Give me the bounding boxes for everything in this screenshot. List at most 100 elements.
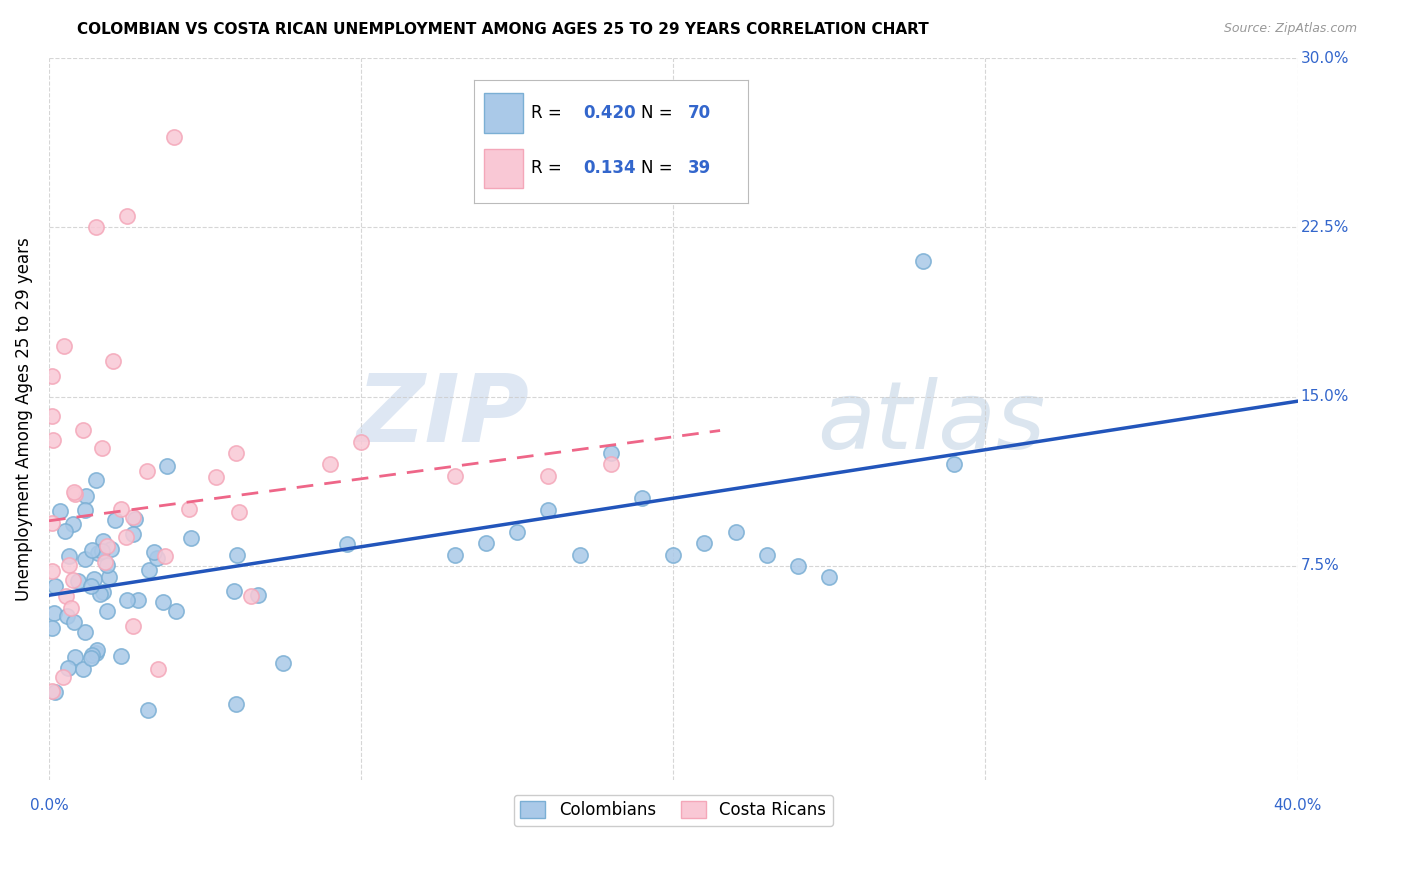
Point: [62, 517, 84, 532]
Point: [599, 446, 621, 460]
Point: [53, 524, 76, 538]
Point: [65, 649, 87, 664]
Point: [319, 458, 342, 472]
Point: [156, 458, 179, 473]
Point: [84, 473, 107, 487]
Point: [350, 434, 373, 449]
Point: [693, 536, 716, 550]
Point: [180, 531, 202, 545]
Point: [122, 509, 145, 524]
Point: [537, 502, 560, 516]
Point: [104, 513, 127, 527]
Point: [818, 570, 841, 584]
Point: [80, 542, 103, 557]
Point: [179, 501, 201, 516]
Point: [53, 339, 76, 353]
Point: [152, 595, 174, 609]
Point: [110, 649, 132, 664]
Point: [787, 558, 810, 573]
Point: [146, 551, 169, 566]
Point: [59, 601, 82, 615]
Point: [84, 646, 107, 660]
Point: [83, 572, 105, 586]
Point: [58, 558, 80, 572]
Point: [58, 549, 80, 564]
Point: [443, 468, 465, 483]
Point: [75, 489, 97, 503]
Text: COLOMBIAN VS COSTA RICAN UNEMPLOYMENT AMONG AGES 25 TO 29 YEARS CORRELATION CHAR: COLOMBIAN VS COSTA RICAN UNEMPLOYMENT AM…: [77, 22, 929, 37]
Point: [98, 569, 121, 583]
Point: [138, 563, 160, 577]
Point: [911, 254, 934, 268]
Point: [73, 625, 96, 640]
Point: [110, 501, 132, 516]
Point: [56, 609, 79, 624]
Point: [72, 423, 94, 437]
Point: [117, 592, 139, 607]
Point: [240, 589, 263, 603]
Point: [75, 502, 97, 516]
Point: [44, 606, 66, 620]
Point: [136, 703, 159, 717]
Point: [84, 220, 107, 235]
Point: [225, 698, 247, 712]
Point: [124, 512, 146, 526]
Point: [41, 368, 63, 383]
Point: [443, 548, 465, 562]
Point: [49, 503, 72, 517]
Point: [89, 586, 111, 600]
Point: [41, 516, 63, 531]
Point: [94, 555, 117, 569]
Text: 0.0%: 0.0%: [30, 798, 69, 814]
Point: [222, 583, 245, 598]
Point: [82, 648, 104, 663]
Point: [41, 409, 63, 424]
Point: [100, 541, 122, 556]
Point: [91, 533, 114, 548]
Point: [121, 526, 143, 541]
Point: [506, 524, 529, 539]
Point: [662, 548, 685, 562]
Point: [56, 661, 79, 675]
Point: [537, 468, 560, 483]
Text: Source: ZipAtlas.com: Source: ZipAtlas.com: [1223, 22, 1357, 36]
Text: ZIP: ZIP: [357, 369, 530, 462]
Point: [155, 549, 177, 563]
Point: [475, 536, 498, 550]
Point: [87, 546, 110, 560]
Point: [225, 446, 247, 460]
Point: [631, 491, 654, 506]
Point: [80, 650, 103, 665]
Point: [96, 604, 118, 618]
Point: [91, 584, 114, 599]
Point: [52, 670, 75, 684]
Point: [42, 433, 65, 447]
Text: 7.5%: 7.5%: [1301, 558, 1340, 574]
Point: [44, 685, 66, 699]
Point: [41, 621, 63, 635]
Text: 15.0%: 15.0%: [1301, 389, 1350, 404]
Point: [143, 545, 166, 559]
Point: [96, 558, 118, 573]
Point: [44, 579, 66, 593]
Point: [90, 441, 112, 455]
Point: [163, 130, 186, 145]
Point: [75, 551, 97, 566]
Point: [55, 590, 77, 604]
Point: [86, 643, 108, 657]
Legend: Colombians, Costa Ricans: Colombians, Costa Ricans: [513, 795, 832, 826]
Point: [599, 458, 621, 472]
Point: [165, 604, 187, 618]
Point: [115, 209, 138, 223]
Point: [41, 565, 63, 579]
Text: 40.0%: 40.0%: [1274, 798, 1322, 814]
Point: [225, 548, 247, 562]
Text: atlas: atlas: [817, 377, 1045, 468]
Point: [96, 539, 118, 553]
Point: [63, 615, 86, 629]
Point: [943, 458, 966, 472]
Point: [72, 663, 94, 677]
Point: [336, 537, 359, 551]
Point: [101, 354, 124, 368]
Point: [228, 504, 250, 518]
